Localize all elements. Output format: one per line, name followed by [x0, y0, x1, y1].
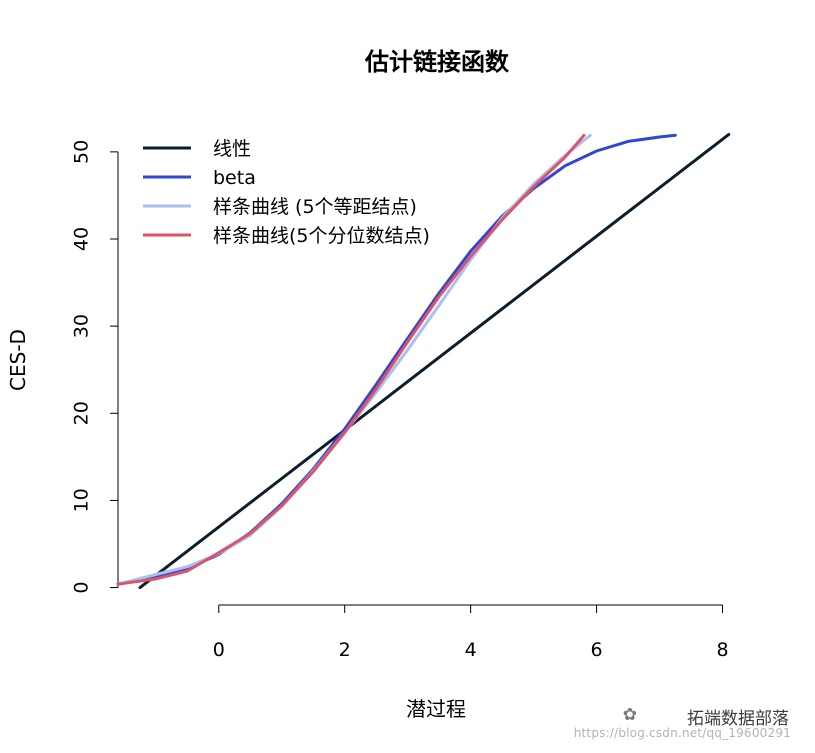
legend: 线性 beta 样条曲线 (5个等距结点) 样条曲线(5个分位数结点) — [143, 138, 430, 247]
axes: 0 2 4 6 8 0 10 20 30 40 50 — [71, 140, 729, 661]
x-tick-label: 8 — [716, 639, 728, 661]
x-tick-label: 0 — [213, 639, 225, 661]
y-tick-label: 10 — [71, 488, 93, 512]
legend-label: beta — [213, 167, 256, 189]
y-tick-label: 50 — [71, 140, 93, 164]
y-axis-label: CES-D — [6, 329, 30, 391]
series-line-4 — [116, 133, 586, 586]
y-tick-label: 30 — [71, 314, 93, 338]
wechat-icon: ✿ — [622, 705, 637, 725]
watermark-brand: 拓端数据部落 — [687, 709, 789, 729]
y-tick-label: 20 — [71, 401, 93, 425]
legend-label: 线性 — [213, 138, 251, 160]
legend-label: 样条曲线(5个分位数结点) — [213, 225, 430, 247]
legend-label: 样条曲线 (5个等距结点) — [213, 196, 417, 218]
x-tick-label: 2 — [339, 639, 351, 661]
series-line-1 — [138, 132, 731, 590]
watermark-url: https://blog.csdn.net/qq_19600291 — [573, 726, 791, 740]
y-tick-label: 0 — [71, 582, 93, 594]
chart-title: 估计链接函数 — [364, 48, 510, 76]
x-axis-label: 潜过程 — [406, 697, 466, 721]
x-tick-label: 4 — [465, 639, 477, 661]
x-tick-label: 6 — [591, 639, 603, 661]
y-tick-label: 40 — [71, 227, 93, 251]
series-group — [116, 132, 731, 590]
